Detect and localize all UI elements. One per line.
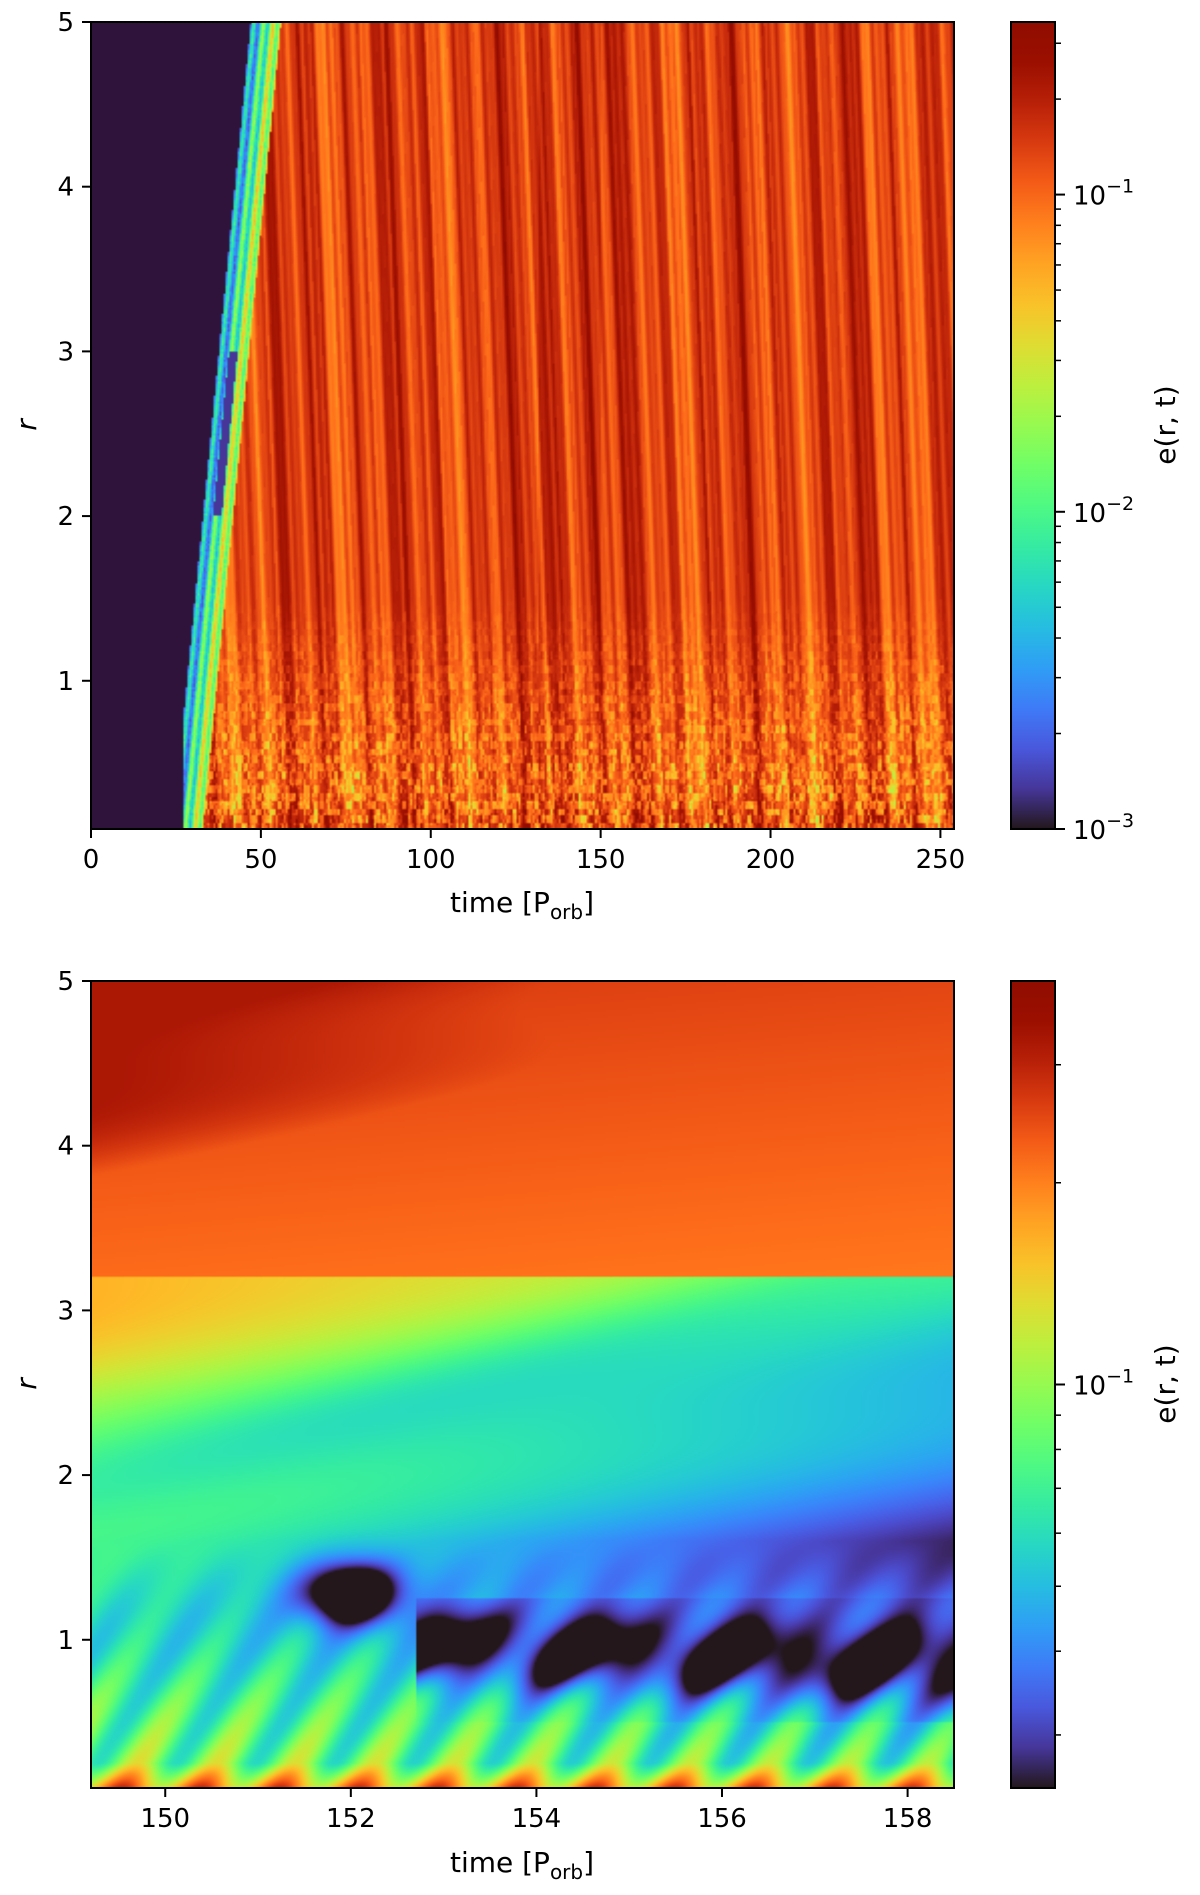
top-x-tick-label: 200 <box>746 845 796 875</box>
top-y-tick-label: 4 <box>57 173 74 203</box>
top-x-tick-label: 50 <box>244 845 277 875</box>
top-heatmap-image <box>91 22 954 829</box>
bottom-heatmap-image <box>91 981 954 1788</box>
top-x-axis-label: time [Porb] <box>450 886 594 924</box>
top-colorbar-frame <box>1010 21 1056 830</box>
top-y-tick-label: 2 <box>57 502 74 532</box>
top-heatmap-panel: 0 50 100 150 200 250 1 2 3 4 5 time [Porb] r 10−3… <box>10 8 1182 924</box>
bottom-x-axis-label: time [Porb] <box>450 1846 594 1884</box>
top-plot-frame <box>90 21 955 830</box>
top-colorbar-label: e(r, t) <box>1149 385 1182 464</box>
top-x-axis: 0 50 100 150 200 250 <box>83 829 966 875</box>
top-y-tick-label: 3 <box>57 337 74 367</box>
top-colorbar-tick-label: 10−2 <box>1073 493 1134 529</box>
bottom-y-tick-label: 1 <box>57 1626 74 1656</box>
bottom-x-tick-label: 156 <box>697 1804 747 1834</box>
top-x-tick-label: 100 <box>406 845 456 875</box>
bottom-x-tick-label: 152 <box>326 1804 376 1834</box>
top-x-tick-label: 0 <box>83 845 100 875</box>
top-colorbar-tick-label: 10−1 <box>1073 176 1134 212</box>
bottom-y-tick-label: 5 <box>57 967 74 997</box>
bottom-x-tick-label: 154 <box>512 1804 562 1834</box>
bottom-x-tick-label: 150 <box>140 1804 190 1834</box>
bottom-y-axis-label: r <box>10 1377 43 1390</box>
bottom-heatmap-panel: 150 152 154 156 158 1 2 3 4 5 time [Porb] r 10−1… <box>10 967 1182 1884</box>
bottom-y-tick-label: 2 <box>57 1461 74 1491</box>
bottom-y-tick-label: 3 <box>57 1296 74 1326</box>
bottom-x-axis: 150 152 154 156 158 <box>140 1788 932 1834</box>
bottom-y-tick-label: 4 <box>57 1132 74 1162</box>
top-y-axis-label: r <box>10 418 43 431</box>
bottom-colorbar <box>1011 981 1055 1788</box>
bottom-colorbar-label: e(r, t) <box>1149 1344 1182 1423</box>
top-y-axis: 1 2 3 4 5 <box>57 8 91 697</box>
top-colorbar-tick-label: 10−3 <box>1073 810 1134 846</box>
top-x-tick-label: 250 <box>916 845 966 875</box>
top-colorbar <box>1011 22 1055 829</box>
bottom-x-tick-label: 158 <box>883 1804 933 1834</box>
bottom-colorbar-ticks: 10−1 <box>1055 1063 1134 1736</box>
bottom-y-axis: 1 2 3 4 5 <box>57 967 91 1656</box>
bottom-colorbar-tick-label: 10−1 <box>1073 1366 1134 1402</box>
bottom-plot-frame <box>90 980 955 1789</box>
top-y-tick-label: 5 <box>57 8 74 38</box>
top-colorbar-ticks: 10−3 10−2 10−1 <box>1055 42 1134 846</box>
top-y-tick-label: 1 <box>57 667 74 697</box>
top-x-tick-label: 150 <box>576 845 626 875</box>
